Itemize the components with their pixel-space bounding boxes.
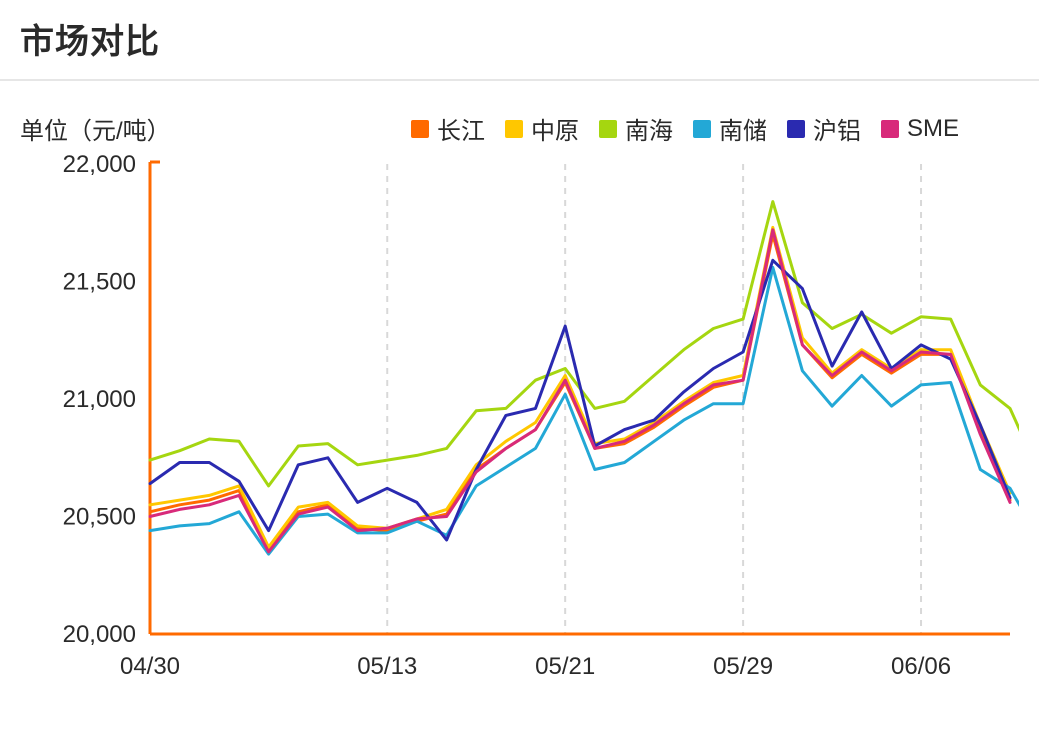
line-chart: 20,000 20,500 21,000 21,500 22,000 04/30 05/13… bbox=[20, 154, 1019, 694]
legend-label: SME bbox=[907, 115, 959, 143]
y-tick-label: 22,000 bbox=[63, 154, 136, 178]
legend-swatch bbox=[693, 120, 711, 138]
legend-swatch bbox=[505, 120, 523, 138]
series-line bbox=[150, 267, 1019, 554]
chart-area: 20,000 20,500 21,000 21,500 22,000 04/30 05/13… bbox=[0, 154, 1039, 714]
series-line bbox=[150, 260, 1010, 540]
chart-header: 单位（元/吨） 长江 中原 南海 南储 沪铝 SME bbox=[0, 81, 1039, 154]
unit-label: 单位（元/吨） bbox=[20, 111, 171, 146]
legend-item: 沪铝 bbox=[787, 111, 861, 146]
legend-label: 沪铝 bbox=[813, 111, 861, 146]
legend-swatch bbox=[881, 120, 899, 138]
legend: 长江 中原 南海 南储 沪铝 SME bbox=[411, 111, 1019, 146]
legend-label: 长江 bbox=[437, 111, 485, 146]
y-tick-label: 21,000 bbox=[63, 386, 136, 413]
legend-label: 南储 bbox=[719, 111, 767, 146]
y-tick-label: 20,500 bbox=[63, 504, 136, 531]
x-tick-label: 04/30 bbox=[120, 653, 180, 680]
legend-swatch bbox=[599, 120, 617, 138]
y-tick-label: 20,000 bbox=[63, 621, 136, 648]
legend-item: 长江 bbox=[411, 111, 485, 146]
page-title: 市场对比 bbox=[20, 23, 160, 61]
page-root: { "title": "市场对比", "unit_label": "单位（元/吨… bbox=[0, 0, 1039, 733]
legend-item: 中原 bbox=[505, 111, 579, 146]
x-tick-label: 05/29 bbox=[713, 653, 773, 680]
legend-label: 南海 bbox=[625, 111, 673, 146]
x-tick-label: 05/13 bbox=[357, 653, 417, 680]
legend-item: SME bbox=[881, 115, 959, 143]
legend-item: 南海 bbox=[599, 111, 673, 146]
x-tick-label: 05/21 bbox=[535, 653, 595, 680]
legend-swatch bbox=[787, 120, 805, 138]
y-tick-label: 21,500 bbox=[63, 269, 136, 296]
title-bar: 市场对比 bbox=[0, 0, 1039, 81]
legend-item: 南储 bbox=[693, 111, 767, 146]
legend-swatch bbox=[411, 120, 429, 138]
legend-label: 中原 bbox=[531, 111, 579, 146]
x-tick-label: 06/06 bbox=[891, 653, 951, 680]
